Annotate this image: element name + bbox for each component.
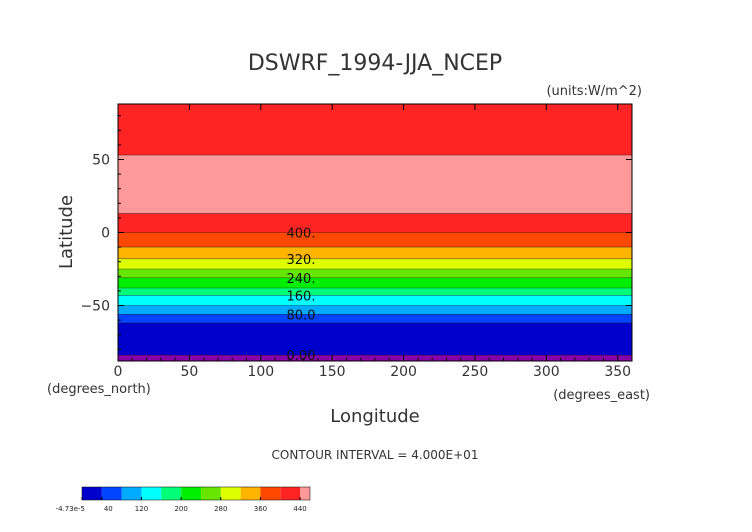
colorbar-label: 360 [254,505,267,513]
contour-band [118,104,632,156]
contour-band [118,295,632,306]
colorbar-segment [121,487,142,500]
x-tick-label: 250 [462,364,489,380]
x-tick-label: 50 [180,364,198,380]
colorbar-segment [101,487,122,500]
x-tick-label: 350 [604,364,631,380]
colorbar-label: -4.73e-5 [56,505,85,513]
chart-title: DSWRF_1994-JJA_NCEP [248,51,502,76]
y-axis-label: Latitude [56,195,77,269]
colorbar-segment [300,487,310,500]
colorbar-segment [161,487,182,500]
colorbar-segment [181,487,201,500]
contour-band [118,314,632,324]
y-tick-label: −50 [80,299,110,315]
contour-label: 160. [287,289,316,304]
contour-band [118,277,632,288]
contour-band [118,269,632,278]
x-axis-label: Longitude [330,406,420,427]
colorbar-segment [220,487,241,500]
contour-label: 240. [287,272,316,287]
colorbar-label: 280 [214,505,227,513]
contour-band [118,305,632,315]
colorbar-label: 120 [135,505,148,513]
colorbar-label: 40 [104,505,113,513]
colorbar-segment [82,487,102,500]
contour-label: 320. [287,253,316,268]
units-label: (units:W/m^2) [546,84,642,99]
ticks-group: 0 50 100 150 200 250 300 350 50 0 −50 [80,104,632,380]
y-tick-label: 0 [101,226,110,242]
contour-band [118,247,632,259]
x-tick-label: 0 [114,364,123,380]
y-unit-label: (degrees_north) [47,382,151,397]
colorbar-frame [81,486,311,501]
x-tick-label: 100 [247,364,274,380]
x-tick-label: 150 [319,364,346,380]
contour-band [118,287,632,296]
contour-band [118,323,632,356]
colorbar-segment [200,487,221,500]
x-unit-label: (degrees_east) [553,388,650,403]
contour-interval-text: CONTOUR INTERVAL = 4.000E+01 [272,448,479,462]
colorbar-label: 200 [174,505,187,513]
contour-band [118,155,632,214]
x-tick-label: 300 [533,364,560,380]
contour-label: 400. [287,227,316,242]
y-tick-label: 50 [92,152,110,168]
colorbar-label: 440 [293,505,306,513]
colorbar-segment [260,487,281,500]
contour-band [118,213,632,233]
contour-label: 0.00 [287,349,316,364]
colorbar-segment [280,487,301,500]
colorbar: -4.73e-5 40 120 200 280 360 440 [56,486,311,513]
colorbar-segment [141,487,162,500]
x-tick-label: 200 [390,364,417,380]
contour-label: 80.0 [287,308,316,323]
contour-band [118,258,632,270]
bands-group [118,104,632,361]
contour-band [118,232,632,248]
colorbar-segment [240,487,261,500]
